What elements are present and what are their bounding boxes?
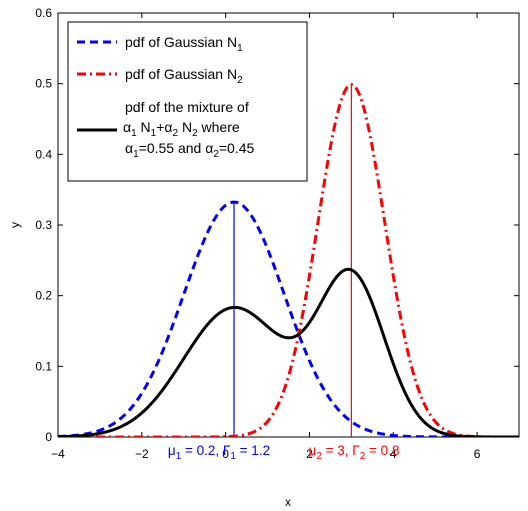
x-tick-label: 6 bbox=[474, 447, 481, 461]
y-tick-label: 0 bbox=[45, 430, 52, 444]
x-tick-label: −4 bbox=[51, 447, 65, 461]
x-tick-label: 2 bbox=[306, 447, 313, 461]
legend: pdf of Gaussian N1​ pdf of Gaussian N2​ pd… bbox=[67, 21, 308, 182]
legend-box bbox=[67, 21, 308, 182]
legend-label-3-line-2: α1​ N1​+α2​ N2​ where bbox=[123, 119, 240, 139]
annotations: μ1​ = 0.2, Γ1​ = 1.2 μ2​ = 3, Γ2​ = 0.8 bbox=[168, 443, 400, 462]
annotation-1: μ1​ = 0.2, Γ1​ = 1.2 bbox=[168, 443, 270, 462]
legend-label-1: pdf of Gaussian N1​ bbox=[125, 34, 243, 54]
peak-markers bbox=[233, 84, 352, 437]
x-tick-label: 4 bbox=[390, 447, 397, 461]
y-tick-label: 0.3 bbox=[35, 218, 52, 232]
y-axis-label: y bbox=[8, 222, 22, 228]
y-tick-label: 0.4 bbox=[35, 147, 52, 161]
y-tick-label: 0.1 bbox=[35, 359, 52, 373]
legend-label-3-line-3: α1​=0.55 and α2​=0.45 bbox=[125, 140, 255, 160]
legend-label-2: pdf of Gaussian N2​ bbox=[125, 66, 243, 86]
x-axis-label: x bbox=[285, 495, 291, 509]
x-tick-label: −2 bbox=[135, 447, 149, 461]
y-tick-label: 0.6 bbox=[35, 6, 52, 20]
annotation-2: μ2​ = 3, Γ2​ = 0.8 bbox=[309, 443, 400, 462]
x-tick-label: 0 bbox=[222, 447, 229, 461]
legend-label-3-line-1: pdf of the mixture of bbox=[125, 99, 249, 115]
series-mixture bbox=[58, 267, 519, 437]
y-tick-label: 0.2 bbox=[35, 289, 52, 303]
series-curves bbox=[58, 83, 519, 437]
series-gaussian-n1 bbox=[58, 200, 519, 437]
y-tick-label: 0.5 bbox=[35, 77, 52, 91]
